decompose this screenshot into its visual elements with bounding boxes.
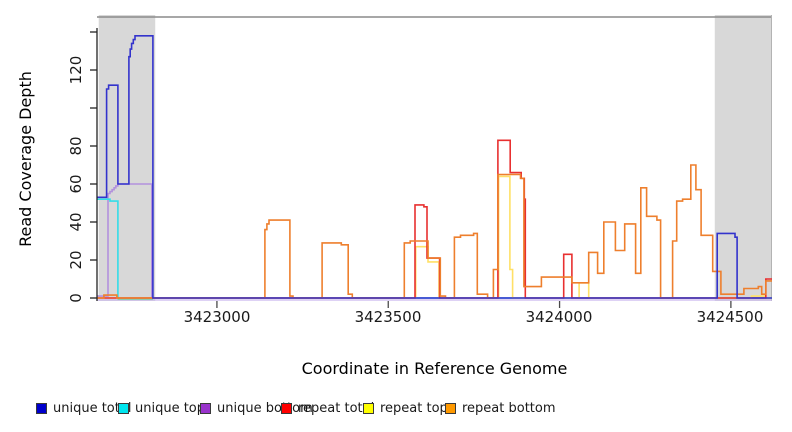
- y-tick-label-120: 120: [67, 55, 85, 85]
- x-tick-label-3424500: 3424500: [696, 308, 764, 326]
- repeat-top-swatch-icon: [363, 402, 374, 414]
- repeat-total-swatch-icon: [281, 402, 292, 414]
- legend-item-unique-total: unique total: [36, 400, 132, 416]
- legend-item-unique-top: unique top: [118, 400, 206, 416]
- y-tick-label-0: 0: [67, 293, 85, 303]
- y-tick-label-20: 20: [67, 250, 85, 270]
- unique-top-swatch-icon: [118, 402, 129, 414]
- legend-item-repeat-total: repeat total: [281, 400, 375, 416]
- legend-item-repeat-top: repeat top: [363, 400, 448, 416]
- x-tick-label-3423000: 3423000: [183, 308, 251, 326]
- unique-total-swatch-icon: [36, 402, 47, 414]
- unique-bottom-swatch-icon: [200, 402, 211, 414]
- repeat-bottom-swatch-icon: [445, 402, 456, 414]
- legend-label: unique total: [53, 400, 132, 416]
- legend-label: repeat bottom: [462, 400, 556, 416]
- y-tick-label-80: 80: [67, 136, 85, 156]
- y-tick-label-60: 60: [67, 174, 85, 194]
- legend-label: repeat top: [380, 400, 448, 416]
- legend-item-repeat-bottom: repeat bottom: [445, 400, 556, 416]
- y-axis-title: Read Coverage Depth: [16, 71, 35, 247]
- legend-label: repeat total: [298, 400, 375, 416]
- y-tick-label-40: 40: [67, 212, 85, 232]
- x-tick-label-3424000: 3424000: [525, 308, 593, 326]
- legend-label: unique top: [135, 400, 206, 416]
- x-axis-title: Coordinate in Reference Genome: [301, 359, 568, 378]
- x-tick-label-3423500: 3423500: [354, 308, 422, 326]
